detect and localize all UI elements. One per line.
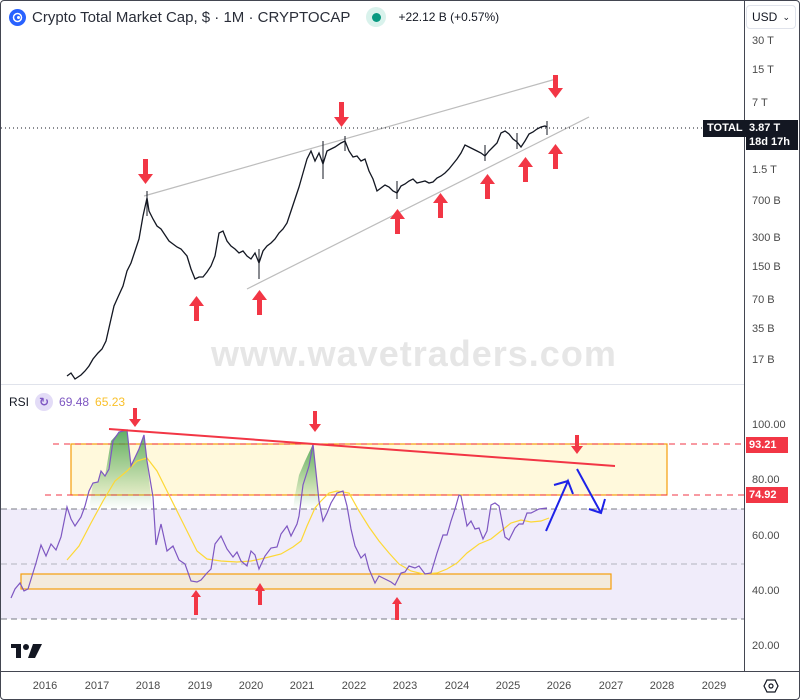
price-axis-label: 300 B (752, 232, 781, 244)
rsi-axis-label: 60.00 (752, 530, 780, 542)
overbought-zone (70, 443, 668, 496)
rsi-value: 69.48 (59, 395, 90, 409)
rsi-axis-label: 20.00 (752, 640, 780, 652)
price-axis-label: 7 T (752, 97, 768, 109)
time-axis-label: 2019 (187, 680, 213, 692)
time-axis-label: 2026 (546, 680, 572, 692)
rsi-axis-label: 80.00 (752, 474, 780, 486)
rsi-arrows (129, 408, 583, 620)
bar-countdown: 18d 17h (749, 136, 790, 148)
pane-separator[interactable] (1, 384, 744, 385)
time-axis-label: 2022 (341, 680, 367, 692)
symbol-title[interactable]: Crypto Total Market Cap, $ · 1M · CRYPTO… (32, 8, 351, 26)
time-axis-label: 2021 (289, 680, 315, 692)
price-axis-label: 35 B (752, 323, 775, 335)
chart-header: Crypto Total Market Cap, $ · 1M · CRYPTO… (9, 6, 499, 28)
time-axis-label: 2020 (238, 680, 264, 692)
time-axis-label: 2027 (598, 680, 624, 692)
tradingview-logo-icon[interactable] (11, 643, 43, 664)
time-axis-label: 2029 (701, 680, 727, 692)
price-axis-label: 700 B (752, 195, 781, 207)
crypto-logo-icon (9, 8, 26, 26)
symbol-tag: TOTAL (703, 120, 747, 137)
time-axis-label: 2017 (84, 680, 110, 692)
time-axis-label: 2025 (495, 680, 521, 692)
support-zone (20, 573, 612, 590)
currency-label: USD (752, 10, 778, 24)
currency-select[interactable]: USD ⌄ (746, 5, 796, 29)
rsi-level-tag: 93.21 (746, 437, 788, 453)
price-change: +22.12 B (+0.57%) (398, 10, 500, 24)
price-axis-label: 70 B (752, 294, 775, 306)
time-axis-label: 2023 (392, 680, 418, 692)
time-axis-line (1, 671, 799, 672)
price-axis-label: 1.5 T (752, 164, 777, 176)
price-axis-label: 150 B (752, 261, 781, 273)
settings-gear-icon[interactable] (763, 679, 779, 696)
rsi-axis-label: 40.00 (752, 585, 780, 597)
time-axis-label: 2018 (135, 680, 161, 692)
loading-refresh-icon: ↻ (35, 393, 54, 411)
rsi-legend: RSI ↻ 69.48 65.23 (9, 393, 125, 411)
time-axis-label: 2016 (32, 680, 58, 692)
price-axis-label: 17 B (752, 354, 775, 366)
price-axis-label: 30 T (752, 35, 774, 47)
market-status-icon (366, 7, 387, 27)
chevron-down-icon: ⌄ (782, 11, 790, 22)
rsi-label[interactable]: RSI (9, 395, 30, 409)
watermark: www.wavetraders.com (211, 333, 617, 374)
price-axis-line (744, 1, 745, 671)
last-price: 3.87 T (749, 122, 781, 134)
last-price-tag: 3.87 T 18d 17h (746, 120, 798, 150)
price-axis-label: 15 T (752, 64, 774, 76)
time-axis-label: 2028 (649, 680, 675, 692)
time-axis-label: 2024 (444, 680, 470, 692)
rsi-axis-label: 100.00 (752, 419, 786, 431)
price-arrows (138, 75, 563, 321)
rsi-ma-value: 65.23 (95, 395, 126, 409)
rsi-level-tag: 74.92 (746, 487, 788, 503)
